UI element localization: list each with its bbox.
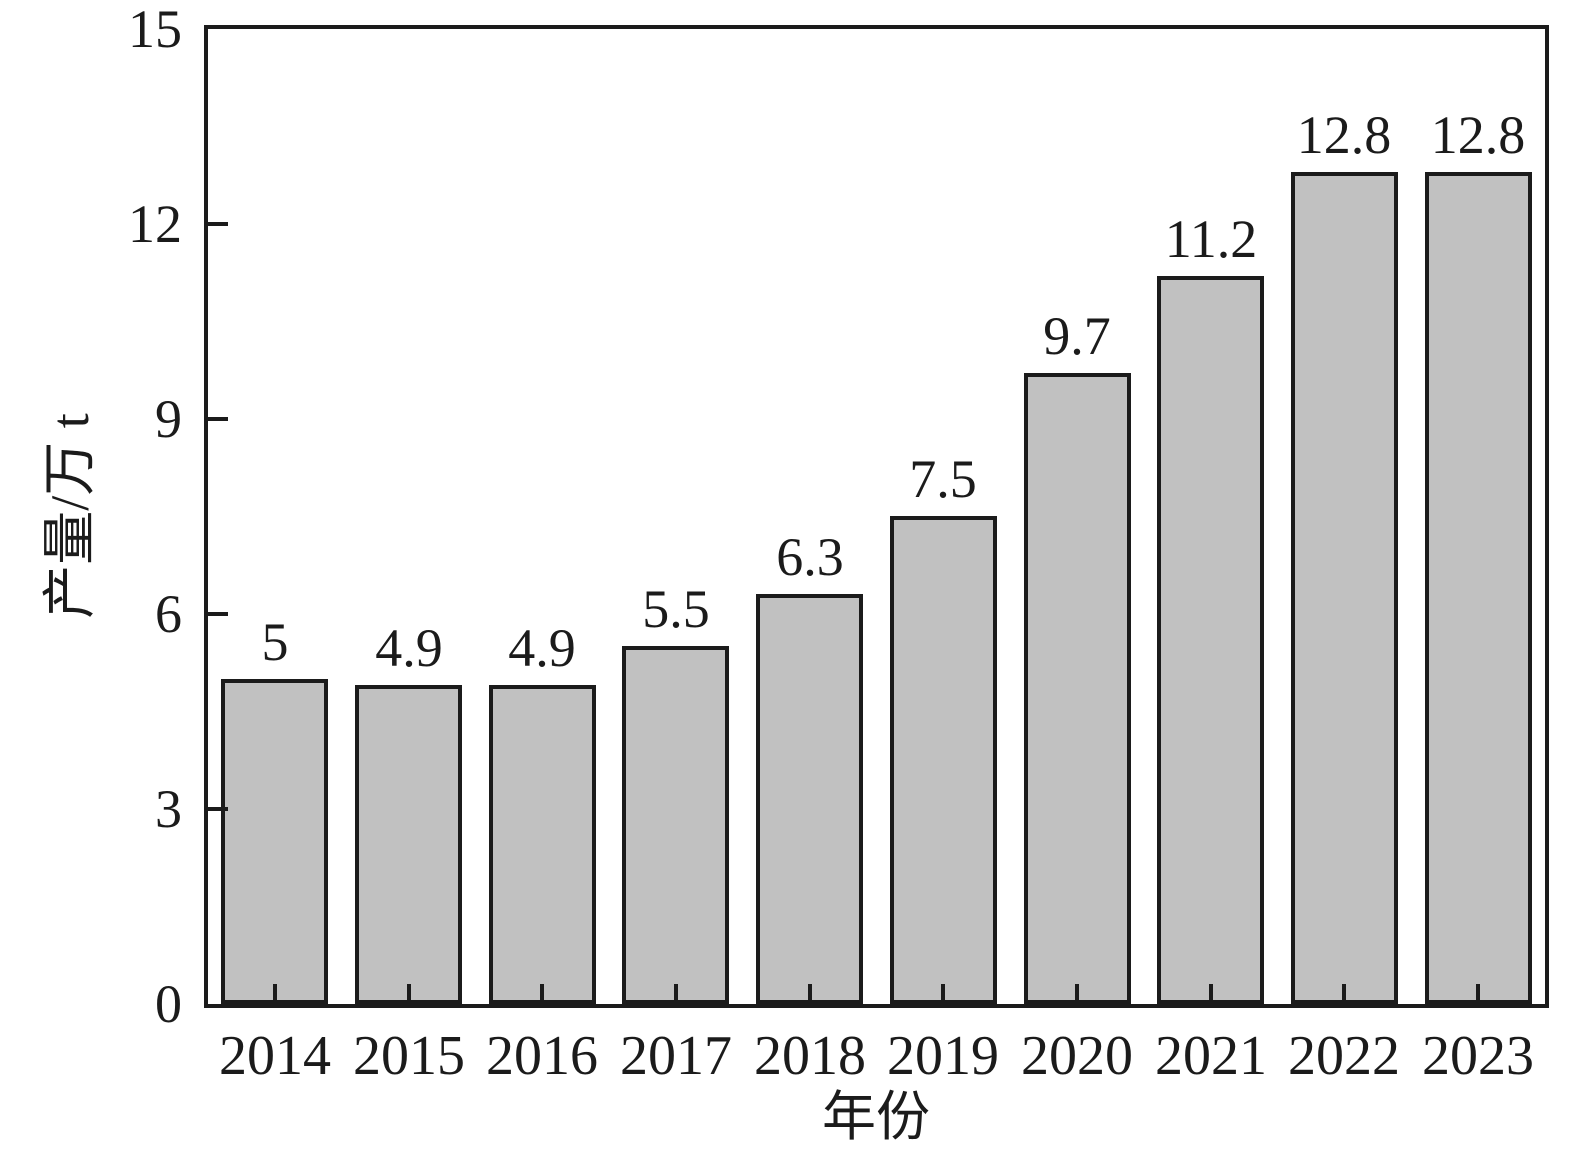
bar-2018 bbox=[756, 594, 863, 1004]
x-tick-label: 2015 bbox=[353, 1025, 465, 1087]
bar-value-label: 5.5 bbox=[642, 579, 710, 639]
bar-2014 bbox=[221, 679, 328, 1004]
x-tick-mark bbox=[674, 984, 678, 1004]
bar-2020 bbox=[1024, 373, 1131, 1004]
x-tick-label: 2020 bbox=[1021, 1025, 1133, 1087]
y-tick-label: 6 bbox=[155, 584, 182, 644]
x-tick-label: 2018 bbox=[754, 1025, 866, 1087]
bar-2017 bbox=[622, 646, 729, 1004]
x-tick-label: 2014 bbox=[219, 1025, 331, 1087]
bar-2019 bbox=[890, 516, 997, 1004]
bar-value-label: 12.8 bbox=[1430, 105, 1526, 165]
bar-value-label: 12.8 bbox=[1296, 105, 1392, 165]
bar-value-label: 6.3 bbox=[776, 527, 844, 587]
bar-2022 bbox=[1291, 172, 1398, 1004]
x-tick-mark bbox=[1209, 984, 1213, 1004]
plot-area bbox=[204, 25, 1549, 1008]
y-tick-label: 15 bbox=[128, 0, 182, 59]
bar-2023 bbox=[1425, 172, 1532, 1004]
y-tick-mark bbox=[208, 612, 228, 616]
x-tick-mark bbox=[273, 984, 277, 1004]
x-tick-mark bbox=[1075, 984, 1079, 1004]
y-tick-label: 0 bbox=[155, 974, 182, 1034]
y-tick-label: 3 bbox=[155, 779, 182, 839]
x-tick-mark bbox=[1342, 984, 1346, 1004]
bar-value-label: 11.2 bbox=[1164, 209, 1258, 269]
y-tick-mark bbox=[208, 417, 228, 421]
bar-2021 bbox=[1157, 276, 1264, 1004]
x-tick-mark bbox=[540, 984, 544, 1004]
y-axis-title: 产量/万 t bbox=[40, 413, 100, 619]
y-tick-label: 12 bbox=[128, 194, 182, 254]
x-tick-label: 2022 bbox=[1288, 1025, 1400, 1087]
x-axis-title: 年份 bbox=[822, 1087, 930, 1147]
x-tick-label: 2017 bbox=[620, 1025, 732, 1087]
bar-value-label: 5 bbox=[261, 612, 289, 672]
y-tick-label: 9 bbox=[155, 389, 182, 449]
bar-2016 bbox=[489, 685, 596, 1004]
y-tick-mark bbox=[208, 807, 228, 811]
x-tick-label: 2021 bbox=[1155, 1025, 1267, 1087]
x-tick-label: 2023 bbox=[1422, 1025, 1534, 1087]
bar-value-label: 4.9 bbox=[508, 618, 576, 678]
bar-2015 bbox=[355, 685, 462, 1004]
bar-value-label: 9.7 bbox=[1043, 306, 1111, 366]
x-tick-label: 2019 bbox=[887, 1025, 999, 1087]
x-tick-label: 2016 bbox=[486, 1025, 598, 1087]
x-tick-mark bbox=[941, 984, 945, 1004]
x-tick-mark bbox=[407, 984, 411, 1004]
x-tick-mark bbox=[1476, 984, 1480, 1004]
bar-value-label: 4.9 bbox=[375, 618, 443, 678]
y-tick-mark bbox=[208, 222, 228, 226]
bar-value-label: 7.5 bbox=[909, 449, 977, 509]
x-tick-mark bbox=[808, 984, 812, 1004]
